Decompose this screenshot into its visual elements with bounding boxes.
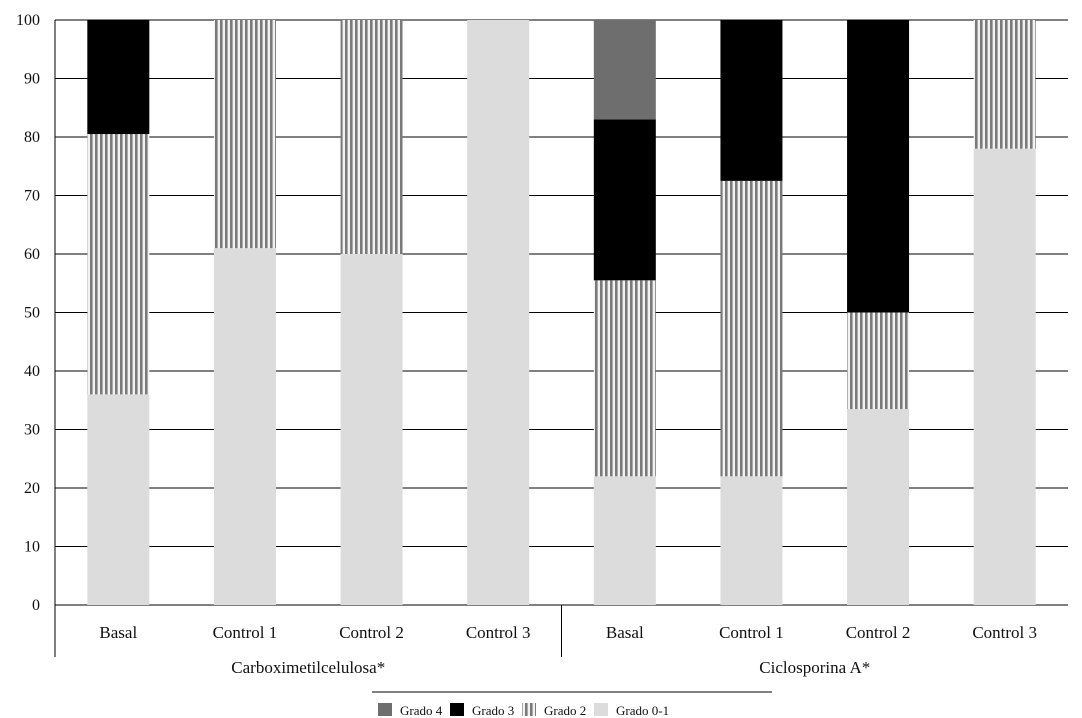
y-tick-label: 0 [32,597,40,614]
gridlines [55,19,1068,606]
bar-segment-grado-0-1-2 [340,254,403,605]
bar-segment-grado-2-1 [213,20,276,249]
bar-segment-grado-2-0 [87,134,150,395]
bar-segment-grado-2-5 [720,180,783,477]
bar-segment-grado-2-6 [847,312,910,410]
y-tick-label: 20 [24,480,40,497]
bar-segment-grado-0-1-7 [973,148,1036,605]
bar-segment-grado-2-2 [340,20,403,254]
y-tick-label: 80 [24,129,40,146]
legend-swatch [450,703,464,716]
group-label: Carboximetilcelulosa* [231,658,385,677]
legend-label: Grado 2 [544,703,586,718]
category-label: Control 3 [466,623,531,642]
category-label: Control 2 [339,623,404,642]
category-label: Control 3 [972,623,1037,642]
bar-segment-grado-0-1-4 [593,476,656,605]
legend-label: Grado 0-1 [616,703,669,718]
y-tick-label: 70 [24,188,40,205]
y-tick-label: 50 [24,305,40,322]
category-label: Control 2 [846,623,911,642]
y-tick-label: 10 [24,539,40,556]
group-label: Ciclosporina A* [759,658,870,677]
bar-segment-grado-3-0 [87,20,150,135]
y-tick-label: 100 [16,12,40,29]
legend-swatch [522,703,536,716]
legend-label: Grado 3 [472,703,514,718]
y-tick-label: 40 [24,363,40,380]
bar-segment-grado-0-1-5 [720,476,783,605]
bar-segment-grado-0-1-1 [213,248,276,605]
bar-segment-grado-4-4 [593,20,656,120]
category-label: Basal [606,623,644,642]
legend-swatch [594,703,608,716]
bars [87,20,1036,605]
category-label: Basal [99,623,137,642]
axes: 0 10 20 30 40 50 60 70 80 90 100 Basal Control 1 Cont… [16,12,1037,677]
legend-label: Grado 4 [400,703,443,718]
bar-segment-grado-0-1-0 [87,394,150,605]
bar-segment-grado-0-1-3 [467,20,530,605]
legend-swatch [378,703,392,716]
bar-segment-grado-2-4 [593,280,656,477]
bar-segment-grado-2-7 [973,20,1036,149]
category-label: Control 1 [719,623,784,642]
bar-segment-grado-3-5 [720,20,783,181]
y-tick-label: 90 [24,71,40,88]
legend: Grado 4 Grado 3 Grado 2 Grado 0-1 [372,691,772,718]
category-label: Control 1 [213,623,278,642]
y-tick-label: 60 [24,246,40,263]
bar-segment-grado-0-1-6 [847,409,910,605]
bar-segment-grado-3-4 [593,119,656,281]
y-tick-label: 30 [24,422,40,439]
bar-segment-grado-3-6 [847,20,910,313]
